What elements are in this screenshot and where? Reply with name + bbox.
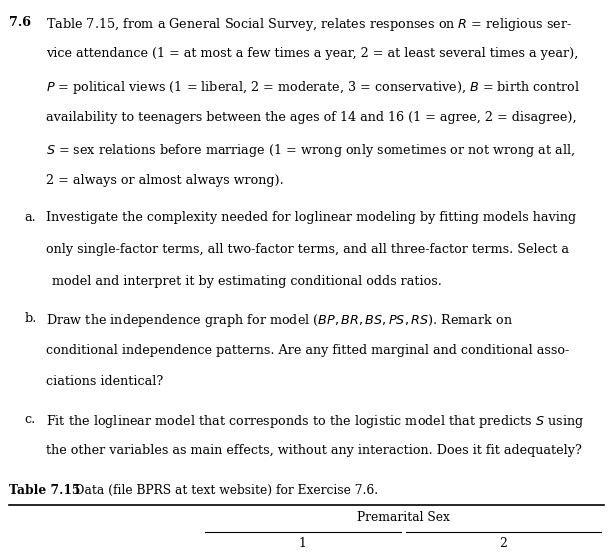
Text: conditional independence patterns. Are any fitted marginal and conditional asso-: conditional independence patterns. Are a… <box>46 344 569 356</box>
Text: 7.6: 7.6 <box>9 16 31 28</box>
Text: a.: a. <box>25 211 36 224</box>
Text: 2: 2 <box>500 537 508 549</box>
Text: vice attendance (1 = at most a few times a year, 2 = at least several times a ye: vice attendance (1 = at most a few times… <box>46 47 578 60</box>
Text: model and interpret it by estimating conditional odds ratios.: model and interpret it by estimating con… <box>52 275 442 287</box>
Text: Table 7.15, from a General Social Survey, relates responses on $R$ = religious s: Table 7.15, from a General Social Survey… <box>46 16 572 33</box>
Text: 2 = always or almost always wrong).: 2 = always or almost always wrong). <box>46 174 284 187</box>
Text: Table 7.15: Table 7.15 <box>9 484 80 497</box>
Text: ciations identical?: ciations identical? <box>46 375 163 388</box>
Text: availability to teenagers between the ages of 14 and 16 (1 = agree, 2 = disagree: availability to teenagers between the ag… <box>46 111 577 123</box>
Text: $P$ = political views (1 = liberal, 2 = moderate, 3 = conservative), $B$ = birth: $P$ = political views (1 = liberal, 2 = … <box>46 79 580 96</box>
Text: $S$ = sex relations before marriage (1 = wrong only sometimes or not wrong at al: $S$ = sex relations before marriage (1 =… <box>46 142 575 160</box>
Text: Investigate the complexity needed for loglinear modeling by fitting models havin: Investigate the complexity needed for lo… <box>46 211 576 224</box>
Text: 1: 1 <box>299 537 306 549</box>
Text: c.: c. <box>25 413 36 425</box>
Text: Draw the independence graph for model ($BP, BR, BS, PS, RS$). Remark on: Draw the independence graph for model ($… <box>46 312 512 329</box>
Text: b.: b. <box>25 312 37 325</box>
Text: Data (file BPRS at text website) for Exercise 7.6.: Data (file BPRS at text website) for Exe… <box>67 484 379 497</box>
Text: Premarital Sex: Premarital Sex <box>357 511 449 524</box>
Text: Fit the loglinear model that corresponds to the logistic model that predicts $S$: Fit the loglinear model that corresponds… <box>46 413 584 430</box>
Text: only single-factor terms, all two-factor terms, and all three-factor terms. Sele: only single-factor terms, all two-factor… <box>46 243 569 256</box>
Text: the other variables as main effects, without any interaction. Does it fit adequa: the other variables as main effects, wit… <box>46 444 582 457</box>
